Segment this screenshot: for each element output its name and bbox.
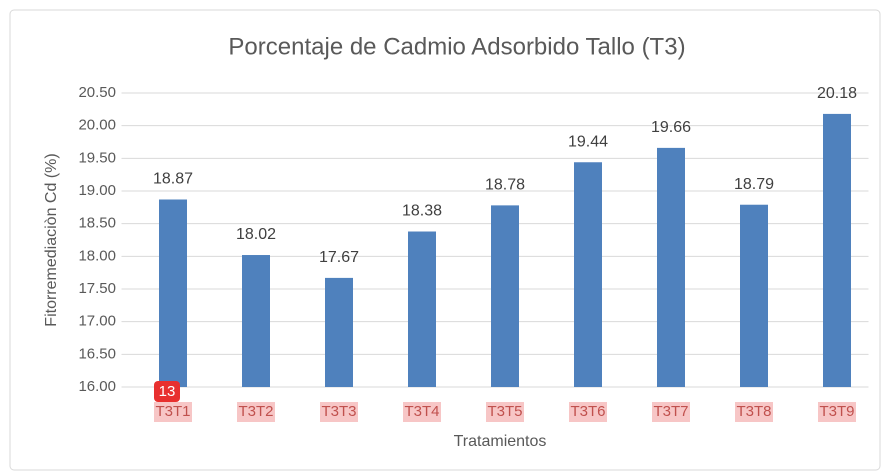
label-highlight: [237, 402, 275, 422]
x-axis-title: Tratamientos: [454, 433, 547, 450]
data-label: 19.66: [651, 119, 691, 136]
x-tick-label: T3T7: [653, 403, 688, 420]
bar: [657, 147, 685, 387]
y-tick-label: 19.50: [78, 149, 116, 166]
x-tick-label: T3T2: [238, 403, 273, 420]
x-tick-label: T3T9: [819, 403, 854, 420]
y-tick-label: 20.00: [78, 117, 116, 134]
bar: [740, 204, 768, 387]
annotation-text: 13: [159, 383, 176, 400]
label-highlight: [569, 402, 607, 422]
bar: [823, 113, 851, 387]
label-highlight: [320, 402, 358, 422]
y-tick-label: 20.50: [78, 84, 116, 101]
bar: [491, 205, 519, 387]
label-highlight: [652, 402, 690, 422]
label-highlight: [735, 402, 773, 422]
label-highlight: [818, 402, 856, 422]
annotation-badge: [154, 381, 180, 402]
bar: [574, 162, 602, 387]
data-label: 17.67: [319, 249, 359, 266]
chart-title: Porcentaje de Cadmio Adsorbido Tallo (T3…: [228, 33, 685, 60]
y-tick-label: 18.00: [78, 247, 116, 264]
x-tick-label: T3T5: [487, 403, 522, 420]
y-tick-label: 17.00: [78, 313, 116, 330]
bar: [325, 277, 353, 387]
y-axis-title: Fitorremediaciòn Cd (%): [43, 153, 60, 326]
label-highlight: [486, 402, 524, 422]
y-tick-label: 19.00: [78, 182, 116, 199]
x-tick-label: T3T4: [404, 403, 439, 420]
label-highlight: [154, 402, 192, 422]
y-tick-label: 16.00: [78, 378, 116, 395]
data-label: 19.44: [568, 133, 608, 150]
bar: [159, 199, 187, 387]
data-label: 18.87: [153, 171, 193, 188]
x-tick-label: T3T8: [736, 403, 771, 420]
bar: [242, 255, 270, 387]
data-label: 18.78: [485, 177, 525, 194]
data-label: 18.79: [734, 176, 774, 193]
y-tick-label: 16.50: [78, 345, 116, 362]
y-tick-label: 18.50: [78, 215, 116, 232]
data-label: 18.02: [236, 226, 276, 243]
data-label: 18.38: [402, 203, 442, 220]
bar: [408, 231, 436, 387]
label-highlight: [403, 402, 441, 422]
x-tick-label: T3T6: [570, 403, 605, 420]
data-label: 20.18: [817, 85, 857, 102]
y-tick-label: 17.50: [78, 280, 116, 297]
x-tick-label: T3T1: [155, 403, 190, 420]
x-tick-label: T3T3: [321, 403, 356, 420]
